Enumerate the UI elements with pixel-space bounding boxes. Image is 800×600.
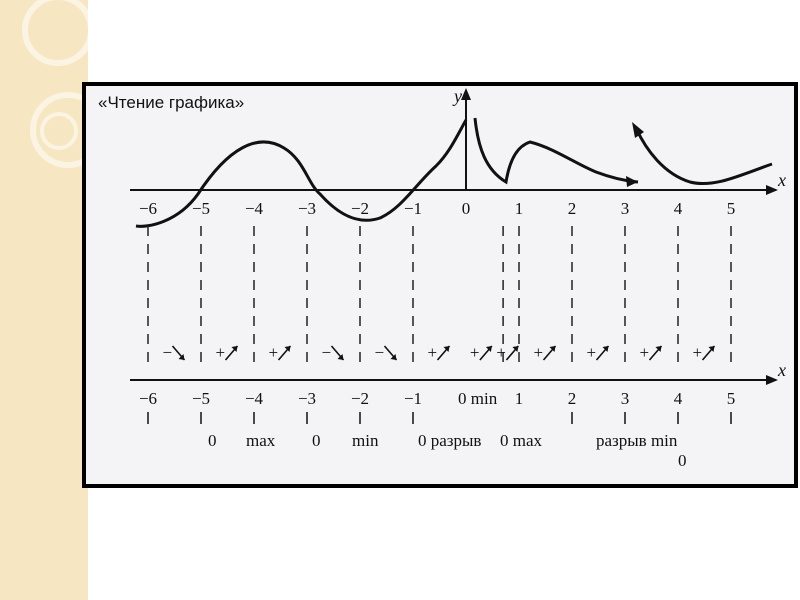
x-tick-label-top: 3 (621, 199, 630, 218)
derivative-sign: − (375, 343, 385, 362)
x-tick-label-top: 2 (568, 199, 577, 218)
x-tick-label-top: 4 (674, 199, 683, 218)
derivative-sign: + (534, 343, 544, 362)
annotation-zero: 0 (312, 431, 321, 450)
derivative-sign: + (428, 343, 438, 362)
x-tick-label-top: 0 (462, 199, 471, 218)
arrow-head-icon (549, 346, 556, 352)
curve-arrow-up (632, 122, 644, 138)
x-axis-bottom-arrow (766, 375, 778, 385)
annotation-zero-max: 0 max (500, 431, 543, 450)
x-tick-label-top: −3 (298, 199, 316, 218)
x-tick-label-bottom: 5 (727, 389, 736, 408)
critical-point-annotations: 0 max 0 min 0 разрыв 0 max разрыв min 0 (208, 431, 687, 470)
curve-arrow-right (626, 176, 638, 187)
derivative-sign: + (269, 343, 279, 362)
arrow-head-icon (284, 346, 291, 352)
x-tick-label-top: 5 (727, 199, 736, 218)
x-axis-top-label: x (777, 170, 786, 190)
derivative-sign: + (693, 343, 703, 362)
slide-side-strip (0, 0, 106, 600)
x-tick-label-top: 1 (515, 199, 524, 218)
y-axis-label: y (452, 86, 462, 106)
derivative-sign-row: − + + − − + + + + + + + (163, 343, 716, 362)
x-tick-label-top: −4 (245, 199, 264, 218)
x-tick-label-bottom: 3 (621, 389, 630, 408)
arrow-head-icon (178, 354, 185, 360)
x-tick-label-top: −6 (139, 199, 157, 218)
x-tick-label-top: −2 (351, 199, 369, 218)
annotation-zero-discontinuity: 0 разрыв (418, 431, 481, 450)
function-graph-figure: «Чтение графика» x y −6 −5 −4 −3 −2 −1 0 1 2 3 4 5 … (98, 86, 786, 470)
figure-title: «Чтение графика» (98, 93, 244, 112)
arrow-head-icon (337, 354, 344, 360)
x-tick-label-bottom: −1 (404, 389, 422, 408)
arrow-head-icon (602, 346, 609, 352)
derivative-sign: + (587, 343, 597, 362)
x-tick-labels-top: −6 −5 −4 −3 −2 −1 0 1 2 3 4 5 (139, 199, 735, 218)
figure-frame: «Чтение графика» x y −6 −5 −4 −3 −2 −1 0 1 2 3 4 5 … (82, 82, 798, 488)
figure-card: «Чтение графика» x y −6 −5 −4 −3 −2 −1 0 1 2 3 4 5 … (86, 86, 794, 484)
y-axis-arrow (461, 88, 471, 100)
x-tick-label-top: −5 (192, 199, 210, 218)
annotation-min: min (352, 431, 379, 450)
x-tick-label-bottom: 2 (568, 389, 577, 408)
x-axis-top-arrow (766, 185, 778, 195)
annotation-discontinuity-min: разрыв min (596, 431, 678, 450)
function-curve-right (634, 127, 773, 186)
arrow-head-icon (512, 346, 519, 352)
derivative-sign: − (163, 343, 173, 362)
x-tick-label-bottom: −6 (139, 389, 157, 408)
derivative-sign: − (322, 343, 332, 362)
x-tick-label-bottom: 4 (674, 389, 683, 408)
derivative-sign: + (216, 343, 226, 362)
x-tick-label-bottom: 0 min (458, 389, 498, 408)
x-tick-label-top: −1 (404, 199, 422, 218)
x-tick-labels-bottom: −6 −5 −4 −3 −2 −1 0 min 1 2 3 4 5 (139, 389, 735, 424)
arrow-head-icon (708, 346, 715, 352)
derivative-sign: + (496, 343, 506, 362)
x-tick-label-bottom: −5 (192, 389, 210, 408)
arrow-head-icon (231, 346, 238, 352)
function-curve-left (135, 119, 468, 228)
x-tick-label-bottom: −3 (298, 389, 316, 408)
x-tick-label-bottom: −4 (245, 389, 264, 408)
arrow-head-icon (443, 346, 450, 352)
decor-ring (40, 112, 78, 150)
decor-ring (22, 0, 94, 66)
function-curve-middle (473, 117, 639, 185)
x-tick-label-bottom: 1 (515, 389, 524, 408)
arrow-head-icon (485, 346, 492, 352)
arrow-head-icon (390, 354, 397, 360)
x-axis-bottom-label: x (777, 360, 786, 380)
annotation-max: max (246, 431, 276, 450)
x-tick-label-bottom: −2 (351, 389, 369, 408)
annotation-zero: 0 (678, 451, 687, 470)
annotation-zero: 0 (208, 431, 217, 450)
derivative-sign: + (640, 343, 650, 362)
arrow-head-icon (655, 346, 662, 352)
derivative-sign: + (470, 343, 480, 362)
dashed-guide-lines (147, 226, 732, 368)
